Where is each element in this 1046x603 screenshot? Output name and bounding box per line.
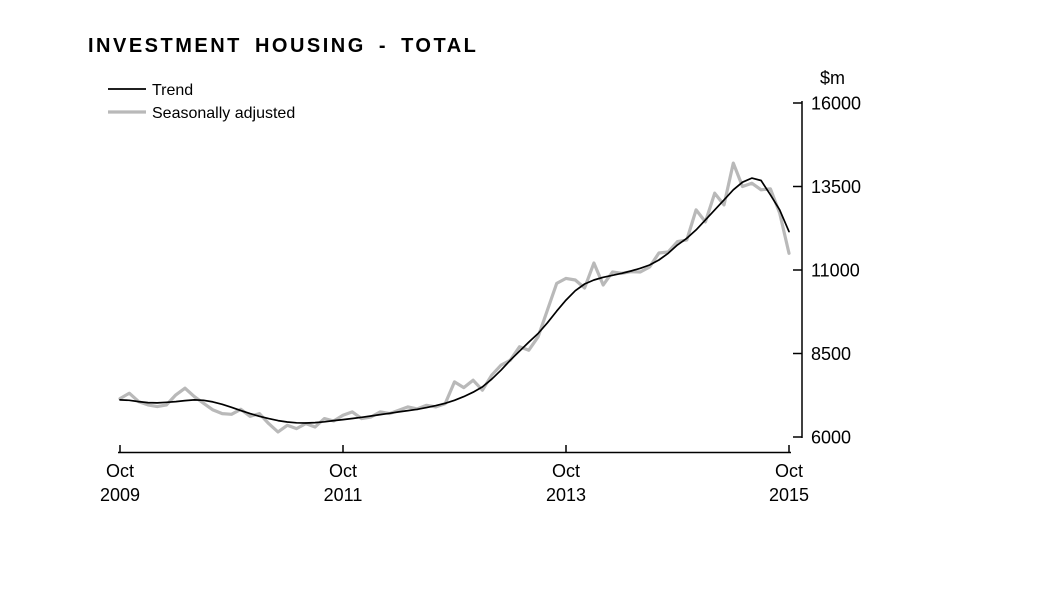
- legend: Trend Seasonally adjusted: [108, 82, 295, 122]
- x-tick-label-year: 2009: [100, 485, 140, 505]
- y-tick-label: 8500: [811, 344, 851, 364]
- legend-trend-label: Trend: [152, 82, 193, 99]
- x-axis: Oct 2009 Oct 2011 Oct 2013 Oct 2015: [100, 445, 809, 505]
- y-tick-label: 6000: [811, 428, 851, 448]
- x-tick-label-year: 2013: [546, 485, 586, 505]
- y-axis-unit-label: $m: [820, 68, 845, 88]
- y-tick-label: 16000: [811, 94, 861, 114]
- x-tick-label-year: 2015: [769, 485, 809, 505]
- plot-area: [118, 161, 791, 434]
- x-tick-label-month: Oct: [552, 461, 580, 481]
- y-tick-label: 11000: [811, 261, 860, 281]
- y-tick-label: 13500: [811, 177, 861, 197]
- y-axis: 16000 13500 11000 8500 6000: [793, 94, 861, 448]
- x-tick-label-year: 2011: [324, 485, 363, 505]
- x-tick-label-month: Oct: [329, 461, 357, 481]
- legend-seasonally-adjusted-label: Seasonally adjusted: [152, 105, 295, 122]
- trend-line: [119, 177, 790, 424]
- x-tick-label-month: Oct: [106, 461, 134, 481]
- seasonally-adjusted-line: [118, 161, 791, 434]
- chart-title: INVESTMENT HOUSING - TOTAL: [88, 35, 478, 57]
- x-tick-label-month: Oct: [775, 461, 803, 481]
